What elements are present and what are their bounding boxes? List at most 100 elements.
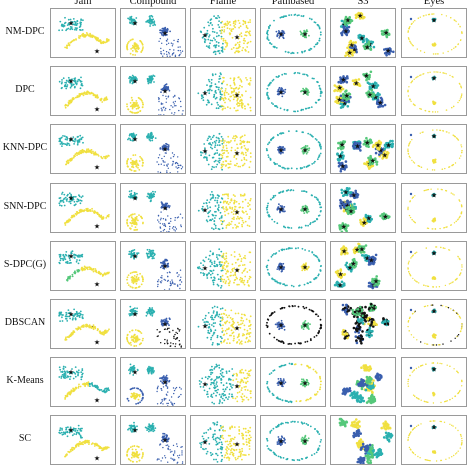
data-point: [313, 220, 316, 222]
data-point: [302, 15, 305, 17]
data-point: [276, 163, 278, 166]
data-point: [61, 142, 63, 145]
data-point: [139, 40, 142, 42]
data-point: [374, 158, 377, 162]
data-point: [68, 200, 71, 203]
data-point: [300, 15, 303, 17]
data-point: [134, 220, 136, 223]
data-point: [218, 140, 221, 142]
data-point: [142, 46, 144, 48]
data-point: [279, 165, 282, 168]
data-point: [70, 21, 72, 23]
data-point: [273, 19, 275, 22]
data-point: [163, 86, 166, 89]
data-point: [216, 193, 219, 196]
data-point: [434, 158, 437, 162]
data-point: [206, 204, 209, 207]
data-point: [346, 223, 350, 227]
data-point: [232, 209, 235, 212]
data-point: [173, 228, 175, 231]
data-point: [197, 92, 200, 95]
data-point: [147, 133, 150, 136]
data-point: [162, 94, 164, 97]
data-point: [131, 20, 133, 23]
data-point: [221, 222, 223, 225]
data-point: [245, 154, 248, 157]
data-point: [216, 149, 218, 152]
data-point: [343, 96, 347, 100]
data-point: [106, 214, 109, 217]
data-point: [217, 41, 220, 44]
data-point: [220, 46, 223, 49]
data-point: [457, 139, 459, 141]
data-point: [443, 226, 445, 229]
data-point: [146, 255, 149, 257]
data-point: [320, 92, 322, 95]
data-point: [79, 255, 81, 258]
data-point: [226, 91, 228, 94]
data-point: [93, 209, 96, 212]
data-point: [228, 223, 230, 226]
data-point: [359, 34, 363, 38]
data-point: [63, 193, 66, 196]
cluster-center-marker: ★: [234, 92, 240, 100]
data-point: [59, 138, 62, 141]
data-point: [218, 52, 221, 55]
data-point: [97, 153, 99, 156]
data-point: [76, 20, 79, 23]
data-point: [227, 212, 230, 215]
data-point: [383, 147, 387, 151]
data-point: [204, 153, 207, 156]
data-point: [79, 135, 82, 137]
data-point: [277, 32, 279, 35]
data-point: [65, 260, 68, 263]
data-point: [217, 203, 220, 206]
data-point: [160, 114, 162, 116]
data-point: [436, 53, 438, 55]
cluster-center-marker: ★: [278, 147, 284, 155]
data-point: [70, 159, 72, 162]
data-point: [214, 146, 216, 149]
data-point: [148, 139, 151, 141]
data-point: [238, 217, 241, 220]
data-point: [175, 166, 177, 169]
data-point: [333, 89, 336, 93]
data-point: [62, 135, 64, 138]
data-point: [218, 138, 220, 140]
data-point: [164, 26, 167, 29]
data-point: [211, 166, 214, 169]
data-point: [308, 34, 310, 37]
data-point: [237, 225, 239, 228]
data-point: [338, 204, 342, 207]
data-point: [133, 191, 136, 194]
data-point: [307, 133, 310, 135]
data-point: [238, 41, 241, 43]
data-point: [208, 35, 210, 38]
data-point: [266, 204, 269, 207]
data-point: [273, 220, 276, 223]
data-point: [166, 165, 168, 168]
data-point: [235, 200, 238, 203]
data-point: [162, 103, 164, 105]
data-point: [428, 111, 431, 113]
data-point: [66, 261, 69, 264]
data-point: [442, 72, 445, 74]
data-point: [235, 212, 237, 215]
data-point: [221, 51, 224, 53]
data-point: [280, 150, 282, 152]
data-point: [408, 155, 411, 158]
data-point: [385, 32, 389, 36]
data-point: [218, 26, 221, 29]
data-point: [165, 98, 168, 100]
data-point: [277, 89, 280, 91]
data-point: [141, 101, 144, 104]
data-point: [420, 166, 423, 169]
data-point: [150, 249, 153, 252]
cluster-center-marker: ★: [202, 32, 208, 40]
data-point: [265, 148, 268, 151]
data-point: [205, 32, 208, 35]
data-point: [63, 85, 66, 88]
data-point: [301, 150, 304, 153]
data-point: [60, 82, 63, 85]
data-point: [235, 152, 238, 155]
